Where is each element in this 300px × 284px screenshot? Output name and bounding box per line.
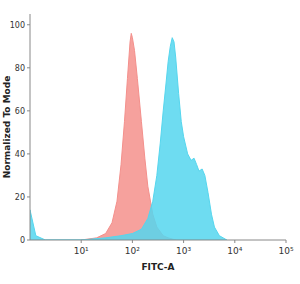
y-tick-label: 20 — [15, 193, 25, 202]
plot-area — [30, 33, 227, 240]
y-axis — [30, 14, 31, 240]
y-tick — [27, 196, 30, 197]
y-tick — [27, 67, 30, 68]
x-tick — [132, 240, 133, 243]
x-axis-label: FITC-A — [141, 262, 174, 272]
x-axis — [30, 240, 286, 241]
y-tick-label: 60 — [15, 107, 25, 116]
y-tick — [27, 24, 30, 25]
y-tick-label: 0 — [20, 236, 25, 245]
x-tick — [81, 240, 82, 243]
x-tick-label: 10⁵ — [278, 246, 293, 256]
x-tick — [183, 240, 184, 243]
y-tick-label: 100 — [10, 21, 25, 30]
histogram-area — [30, 38, 227, 240]
y-tick — [27, 153, 30, 154]
y-tick — [27, 110, 30, 111]
x-tick-label: 10² — [125, 246, 140, 256]
y-tick-label: 80 — [15, 64, 25, 73]
x-tick — [234, 240, 235, 243]
x-tick-label: 10⁴ — [227, 246, 242, 256]
x-tick — [286, 240, 287, 243]
x-tick-label: 10³ — [176, 246, 191, 256]
x-tick-label: 10¹ — [74, 246, 89, 256]
y-tick — [27, 240, 30, 241]
y-tick-label: 40 — [15, 150, 25, 159]
y-axis-label: Normalized To Mode — [2, 76, 12, 179]
